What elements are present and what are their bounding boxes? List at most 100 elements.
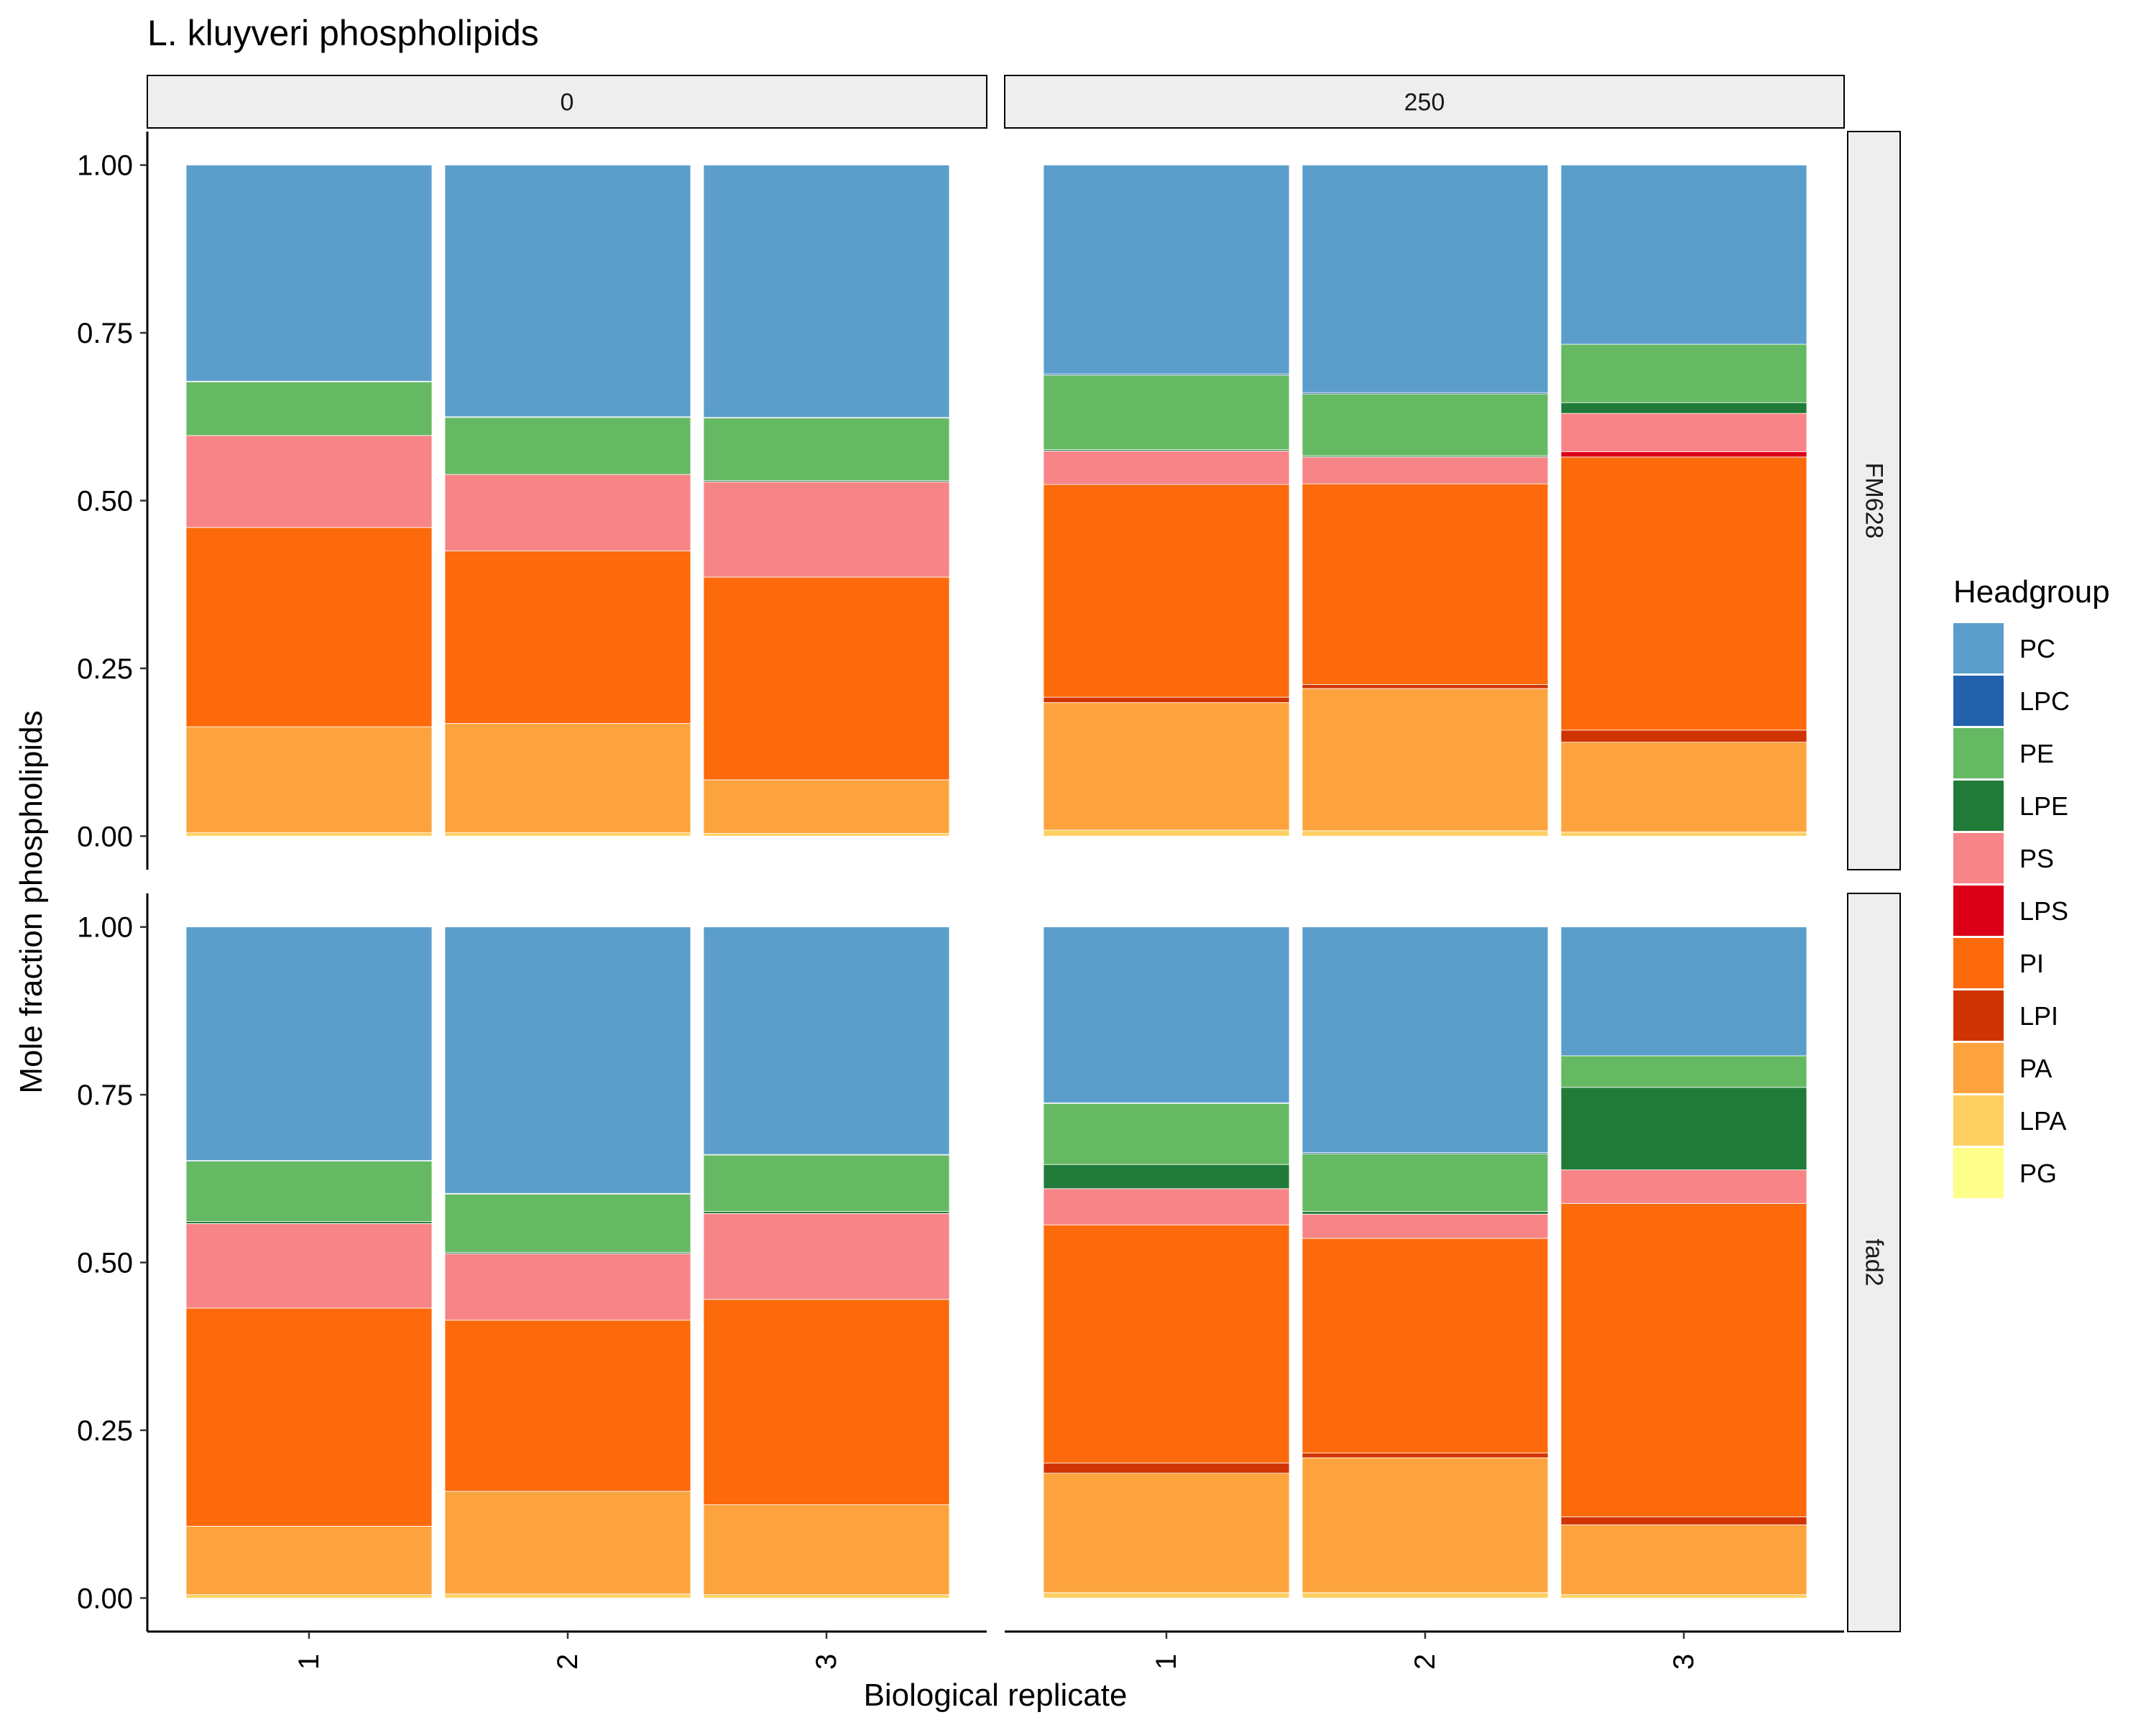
bar-segment-pi [1043,484,1290,698]
legend-item-lpe: LPE [1953,781,2068,831]
bar-replicate-3 [1560,926,1807,1598]
facet-strip-col-250: 250 [1004,75,1845,129]
legend-title: Headgroup [1953,574,2110,610]
x-tick-label: 1 [1151,1654,1182,1670]
legend-key-swatch [1953,623,2004,673]
bar-segment-ps [444,1253,691,1321]
legend-key-label: PC [2019,634,2055,663]
bar-segment-lpi [1560,730,1807,743]
facet-strip-label: 250 [1404,89,1445,116]
legend-item-pg: PG [1953,1148,2057,1198]
bar-segment-pi [703,576,950,781]
bar-segment-pa [1302,688,1549,832]
chart-title: L. kluyveri phospholipids [147,13,539,53]
legend-items: PC LPC PE LPE PS LPS PI LPI PA LPA PG [1953,623,2070,1198]
panel-fad2-250 [1043,926,1807,1598]
legend-item-pi: PI [1953,938,2044,988]
bar-segment-pe [703,1154,950,1212]
legend-key-label: LPS [2019,896,2068,926]
bar-segment-pi [1302,483,1549,685]
bar-segment-ps [444,474,691,551]
bar-segment-pi [1043,1224,1290,1464]
bar-segment-ps [1043,451,1290,485]
y-axis-fad2: 0.00 0.25 0.50 0.75 1.00 [77,893,149,1632]
bar-segment-lpa [1043,1592,1290,1598]
legend-item-lpi: LPI [1953,990,2058,1041]
bar-segment-lpa [703,833,950,837]
bar-segment-pi [444,1320,691,1492]
bar-segment-pa [703,1504,950,1596]
bar-segment-ps [703,1213,950,1300]
bar-segment-lpi [1302,684,1549,689]
bar-segment-pa [1043,702,1290,831]
bar-segment-pa [1560,1524,1807,1596]
bar-segment-pi [444,551,691,724]
panel-fm628-250 [1043,165,1807,837]
legend-key-swatch [1953,676,2004,726]
bar-segment-pi [1560,456,1807,731]
bar-replicate-1 [185,165,433,837]
legend-item-pe: PE [1953,728,2054,778]
bar-replicate-2 [1302,165,1549,837]
bar-segment-pa [1560,742,1807,833]
bar-segment-lpi [1043,1463,1290,1474]
bar-segment-pe [444,1193,691,1253]
legend-key-swatch [1953,833,2004,883]
facet-strip-row-fm628: FM628 [1847,131,1901,870]
bar-segment-pe [185,381,433,436]
y-tick-label: 0.75 [77,1080,133,1111]
facet-strip-row-fad2: fad2 [1847,893,1901,1632]
panel-fm628-0 [185,165,950,837]
bar-segment-pe [1302,393,1549,456]
bar-segment-ps [1302,456,1549,484]
bar-segment-ps [1560,413,1807,452]
bar-segment-lpa [1302,830,1549,837]
facet-strip-label: fad2 [1861,1238,1888,1286]
legend-key-label: LPI [2019,1001,2058,1031]
bar-segment-lpe [185,1221,433,1224]
y-tick-label: 0.50 [77,1248,133,1279]
bar-segment-lpi [1560,1516,1807,1525]
bar-segment-pc [1560,926,1807,1057]
bar-segment-lpe [1302,1211,1549,1215]
bar-segment-lpa [444,832,691,837]
bar-segment-lpa [1302,1592,1549,1598]
bar-segment-ps [703,481,950,578]
y-tick-label: 0.50 [77,486,133,518]
bar-segment-pe [703,418,950,481]
bar-segment-pe [1302,1153,1549,1212]
facet-strip-background [1847,893,1901,1632]
bar-segment-lps [1560,451,1807,458]
bar-segment-ps [1560,1169,1807,1204]
bar-segment-lpi [1302,1453,1549,1458]
bar-segment-pc [185,165,433,382]
bar-segment-lpe [703,1211,950,1214]
x-axis-0: 1 2 3 [147,1630,987,1670]
bar-segment-ps [185,1223,433,1309]
bar-segment-pc [1043,926,1290,1103]
x-tick-label: 1 [293,1654,325,1670]
y-tick-label: 1.00 [77,150,133,182]
bar-segment-lpa [185,1594,433,1598]
bar-segment-pa [703,779,950,834]
legend-key-swatch [1953,781,2004,831]
bar-segment-pe [1043,374,1290,450]
y-tick-label: 1.00 [77,912,133,944]
bar-replicate-3 [703,926,950,1598]
bar-segment-pa [444,723,691,834]
bar-segment-pc [1302,926,1549,1153]
y-tick-label: 0.75 [77,318,133,349]
bar-segment-pe [1560,344,1807,403]
bar-segment-ps [1043,1188,1290,1225]
bar-segment-lpa [1560,1594,1807,1598]
bar-segment-ps [185,435,433,528]
bar-segment-pi [1302,1238,1549,1454]
legend-item-lps: LPS [1953,886,2068,936]
x-axis-250: 1 2 3 [1005,1630,1844,1670]
bar-segment-pc [703,926,950,1155]
bar-segment-lpa [1043,829,1290,837]
bar-replicate-3 [703,165,950,837]
y-tick-label: 0.25 [77,653,133,685]
bar-segment-lpa [444,1593,691,1598]
legend-key-label: PA [2019,1054,2052,1083]
